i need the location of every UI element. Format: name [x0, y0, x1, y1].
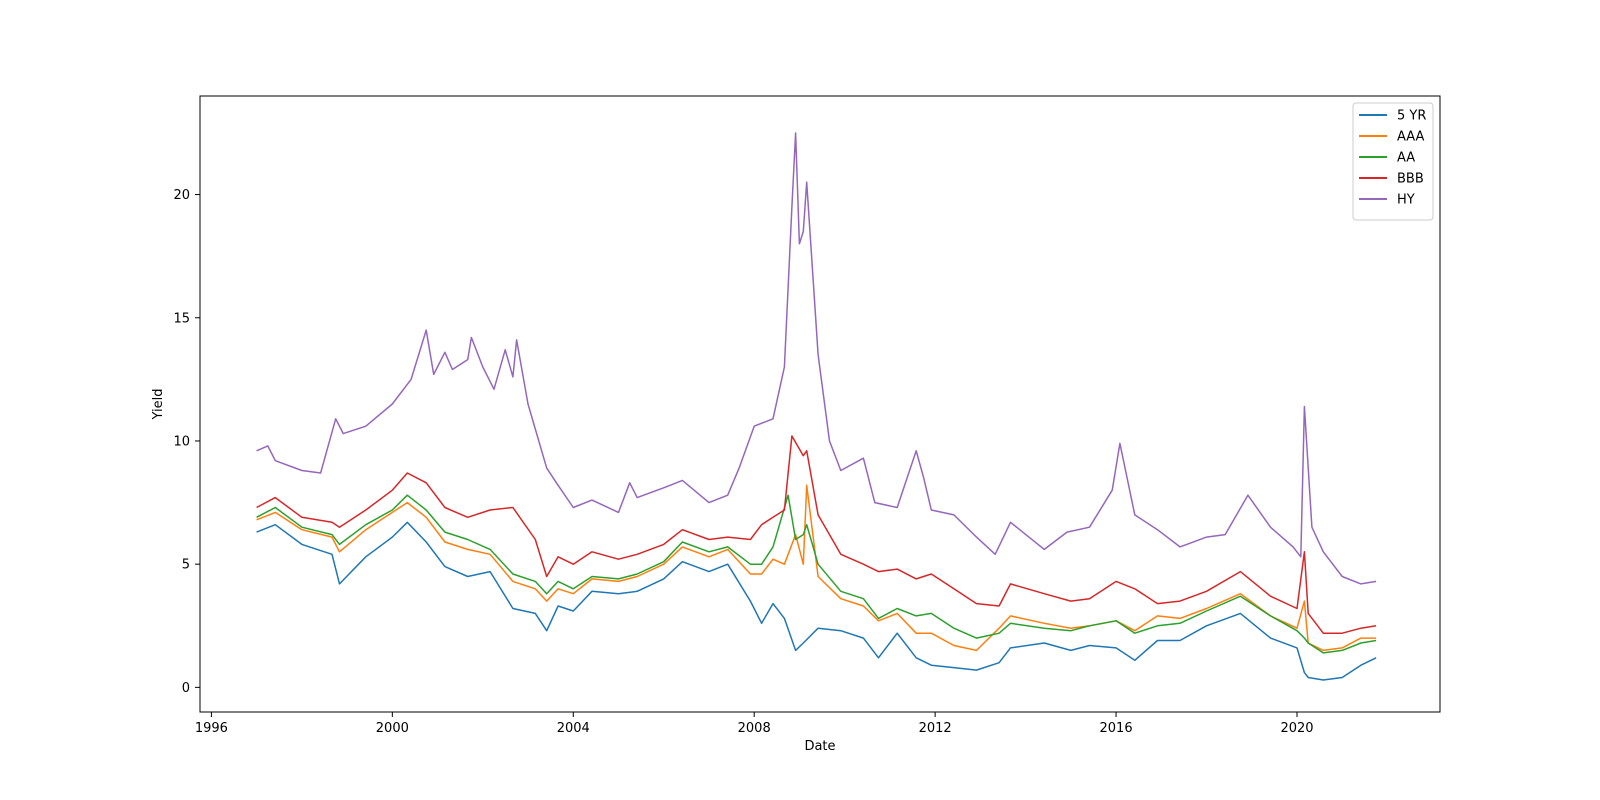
legend-box — [1352, 102, 1434, 221]
series-line-0 — [256, 521, 1377, 681]
series-line-1 — [256, 484, 1377, 652]
x-axis: 1996 2000 2004 2008 2012 2016 2020 — [195, 712, 1314, 736]
series-line-2 — [256, 494, 1377, 654]
legend-entry-label: HY — [1397, 193, 1415, 208]
y-tick-label: 5 — [182, 558, 190, 573]
legend-entry-label: BBB — [1397, 172, 1424, 187]
legend-entry-label: AAA — [1397, 130, 1425, 145]
series-line-4 — [256, 132, 1377, 585]
x-tick-label: 1996 — [195, 721, 228, 736]
x-axis-label: Date — [804, 739, 835, 754]
y-tick-label: 15 — [173, 311, 190, 326]
x-tick-label: 2012 — [919, 721, 952, 736]
y-tick-label: 0 — [182, 681, 190, 696]
x-tick-label: 2016 — [1100, 721, 1133, 736]
x-tick-label: 2020 — [1280, 721, 1313, 736]
legend-entry-label: 5 YR — [1397, 109, 1426, 124]
plot-frame — [199, 95, 1441, 713]
y-axis: 0 5 10 15 20 — [173, 188, 200, 696]
legend-entry-label: AA — [1397, 151, 1415, 166]
series-line-3 — [256, 435, 1377, 634]
y-tick-label: 10 — [173, 434, 190, 449]
y-tick-label: 20 — [173, 188, 190, 203]
x-tick-label: 2000 — [376, 721, 409, 736]
series-layer — [256, 132, 1377, 681]
x-tick-label: 2004 — [557, 721, 590, 736]
y-axis-label: Yield — [151, 389, 166, 421]
x-tick-label: 2008 — [738, 721, 771, 736]
